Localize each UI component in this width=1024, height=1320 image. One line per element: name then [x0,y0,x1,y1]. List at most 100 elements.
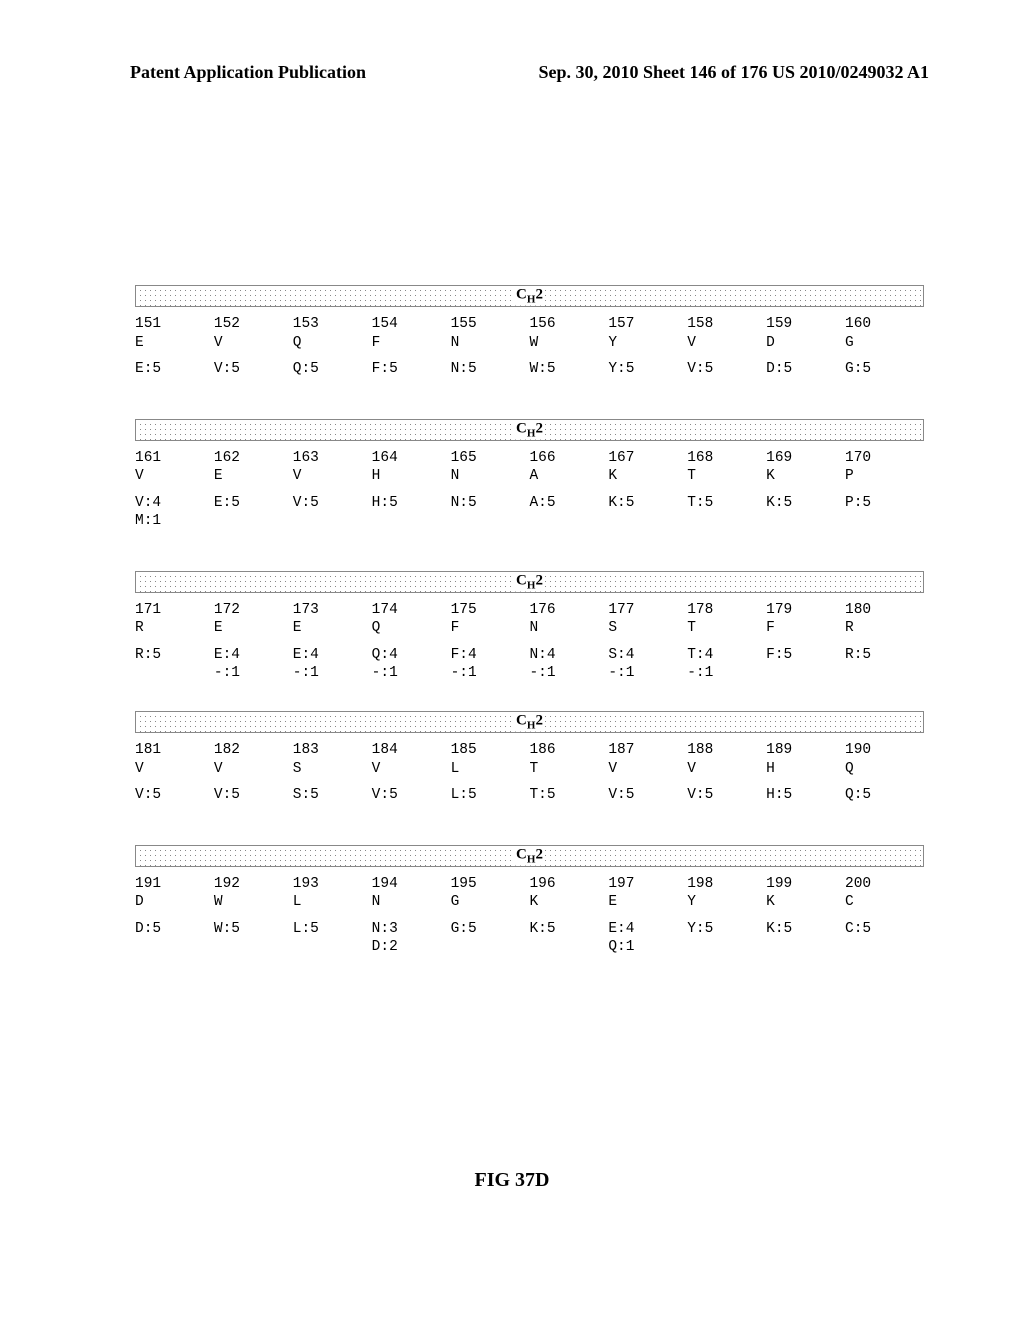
residue-row: VVSVLTVVHQ [135,760,924,779]
spacer-row [135,531,924,561]
position-row-cell: 190 [845,741,924,760]
frequency-row-cell: A:5 [529,494,608,531]
residue-row-cell: W [529,334,608,353]
frequency-row-cell: P:5 [845,494,924,531]
position-row-cell: 160 [845,315,924,334]
frequency-row: E:5V:5Q:5F:5N:5W:5Y:5V:5D:5G:5 [135,360,924,379]
spacer-cell [135,638,924,646]
position-row-cell: 183 [293,741,372,760]
residue-row-cell: N [529,619,608,638]
frequency-row-cell: D:5 [135,920,214,957]
position-row-cell: 158 [687,315,766,334]
sequence-block: CH2171172173174175176177178179180REEQFNS… [135,571,924,701]
frequency-row-cell: Y:5 [687,920,766,957]
position-row-cell: 177 [608,601,687,620]
position-row-cell: 153 [293,315,372,334]
frequency-row-cell: V:5 [687,786,766,805]
position-row-cell: 151 [135,315,214,334]
frequency-row-cell: D:5 [766,360,845,379]
sequence-table: 161162163164165166167168169170VEVHNAKTKP… [135,449,924,561]
page: Patent Application Publication Sep. 30, … [0,0,1024,1320]
residue-row-cell: A [529,467,608,486]
residue-row-cell: Y [687,893,766,912]
position-row-cell: 175 [451,601,530,620]
spacer-row [135,638,924,646]
frequency-row-cell: N:5 [451,494,530,531]
position-row-cell: 197 [608,875,687,894]
spacer-cell [135,352,924,360]
spacer-cell [135,805,924,835]
position-row-cell: 184 [372,741,451,760]
frequency-row-cell: F:5 [766,646,845,683]
residue-row-cell: D [766,334,845,353]
residue-row-cell: V [372,760,451,779]
position-row-cell: 189 [766,741,845,760]
position-row: 171172173174175176177178179180 [135,601,924,620]
frequency-row-cell: V:5 [214,360,293,379]
domain-header: CH2 [135,845,924,867]
residue-row-cell: V [135,760,214,779]
frequency-row-cell: N:4 -:1 [529,646,608,683]
residue-row-cell: V [214,334,293,353]
frequency-row-cell: V:5 [214,786,293,805]
residue-row: EVQFNWYVDG [135,334,924,353]
position-row-cell: 169 [766,449,845,468]
frequency-row-cell: R:5 [845,646,924,683]
spacer-row [135,912,924,920]
residue-row-cell: V [687,334,766,353]
residue-row-cell: W [214,893,293,912]
domain-label: CH2 [514,713,545,732]
position-row-cell: 165 [451,449,530,468]
spacer-row [135,683,924,701]
residue-row-cell: V [293,467,372,486]
frequency-row-cell: F:5 [372,360,451,379]
position-row-cell: 199 [766,875,845,894]
domain-header: CH2 [135,571,924,593]
sequence-block: CH2191192193194195196197198199200DWLNGKE… [135,845,924,957]
domain-label: CH2 [514,846,545,865]
header-right: Sep. 30, 2010 Sheet 146 of 176 US 2010/0… [538,62,929,83]
residue-row-cell: F [372,334,451,353]
position-row-cell: 163 [293,449,372,468]
domain-header: CH2 [135,285,924,307]
sequence-block: CH2151152153154155156157158159160EVQFNWY… [135,285,924,409]
residue-row-cell: G [451,893,530,912]
frequency-row: D:5W:5L:5N:3 D:2G:5K:5E:4 Q:1Y:5K:5C:5 [135,920,924,957]
sequence-block: CH2161162163164165166167168169170VEVHNAK… [135,419,924,561]
position-row-cell: 182 [214,741,293,760]
residue-row-cell: F [451,619,530,638]
sequence-content: CH2151152153154155156157158159160EVQFNWY… [135,285,924,967]
frequency-row-cell: W:5 [214,920,293,957]
frequency-row-cell: S:4 -:1 [608,646,687,683]
frequency-row-cell: Q:5 [293,360,372,379]
position-row-cell: 179 [766,601,845,620]
residue-row-cell: K [766,893,845,912]
frequency-row: V:5V:5S:5V:5L:5T:5V:5V:5H:5Q:5 [135,786,924,805]
residue-row-cell: R [845,619,924,638]
residue-row: DWLNGKEYKC [135,893,924,912]
residue-row-cell: K [766,467,845,486]
frequency-row-cell: E:5 [135,360,214,379]
position-row-cell: 198 [687,875,766,894]
residue-row-cell: V [135,467,214,486]
position-row-cell: 157 [608,315,687,334]
position-row-cell: 176 [529,601,608,620]
residue-row-cell: P [845,467,924,486]
frequency-row-cell: C:5 [845,920,924,957]
frequency-row-cell: L:5 [293,920,372,957]
frequency-row: V:4 M:1E:5V:5H:5N:5A:5K:5T:5K:5P:5 [135,494,924,531]
domain-header: CH2 [135,711,924,733]
residue-row-cell: G [845,334,924,353]
position-row-cell: 161 [135,449,214,468]
frequency-row-cell: V:5 [372,786,451,805]
position-row-cell: 172 [214,601,293,620]
figure-caption: FIG 37D [0,1169,1024,1192]
residue-row-cell: E [214,619,293,638]
residue-row-cell: H [766,760,845,779]
position-row-cell: 173 [293,601,372,620]
frequency-row-cell: T:4 -:1 [687,646,766,683]
position-row-cell: 185 [451,741,530,760]
residue-row-cell: N [451,334,530,353]
frequency-row-cell: H:5 [766,786,845,805]
residue-row-cell: E [293,619,372,638]
